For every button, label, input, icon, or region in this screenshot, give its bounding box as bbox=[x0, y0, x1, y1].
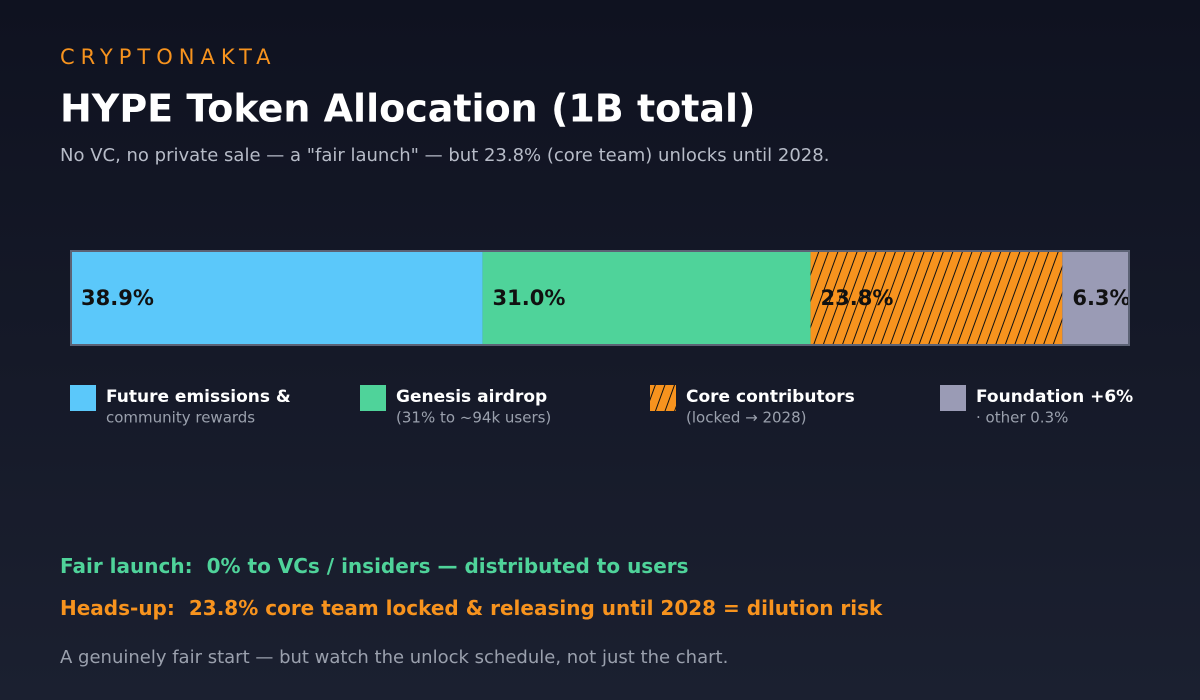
legend-swatch bbox=[940, 385, 966, 411]
legend: Future emissions & community rewards Genes… bbox=[70, 385, 1133, 427]
legend-description: community rewards bbox=[106, 409, 255, 427]
data-label: 6.3% bbox=[1072, 286, 1130, 310]
chart-title: HYPE Token Allocation (1B total) bbox=[60, 87, 755, 131]
legend-label: Genesis airdrop bbox=[396, 387, 547, 407]
legend-swatch bbox=[70, 385, 96, 411]
annotation: Heads-up: 23.8% core team locked & releas… bbox=[60, 596, 883, 620]
bar-segment bbox=[810, 251, 1063, 345]
footnote: A genuinely fair start — but watch the u… bbox=[60, 647, 728, 668]
legend-swatch bbox=[360, 385, 386, 411]
annotation-text: 0% to VCs / insiders — distributed to us… bbox=[207, 554, 689, 578]
annotation-label: Heads-up: bbox=[60, 596, 175, 620]
bar-segment bbox=[482, 251, 811, 345]
data-label: 23.8% bbox=[821, 286, 894, 310]
bar-segment bbox=[71, 251, 483, 345]
annotation-label: Fair launch: bbox=[60, 554, 193, 578]
brand: CRYPTONAKTA bbox=[60, 45, 277, 69]
chart-subtitle: No VC, no private sale — a "fair launch"… bbox=[60, 145, 829, 166]
legend-label: Foundation +6% bbox=[976, 387, 1133, 407]
annotations: Fair launch: 0% to VCs / insiders — distr… bbox=[60, 554, 883, 620]
legend-description: · other 0.3% bbox=[976, 409, 1068, 427]
data-label: 38.9% bbox=[81, 286, 154, 310]
legend-label: Future emissions & bbox=[106, 387, 291, 407]
legend-description: (locked → 2028) bbox=[686, 409, 806, 427]
legend-swatch bbox=[650, 385, 676, 411]
legend-label: Core contributors bbox=[686, 387, 855, 407]
bar-group: 38.9% 31.0% 23.8% 6.3% bbox=[71, 251, 1131, 345]
bar-outline bbox=[70, 250, 1130, 346]
annotation-text: 23.8% core team locked & releasing until… bbox=[189, 596, 883, 620]
data-label: 31.0% bbox=[493, 286, 566, 310]
legend-description: (31% to ~94k users) bbox=[396, 409, 551, 427]
annotation: Fair launch: 0% to VCs / insiders — distr… bbox=[60, 554, 689, 578]
bar-segment bbox=[1062, 251, 1129, 345]
